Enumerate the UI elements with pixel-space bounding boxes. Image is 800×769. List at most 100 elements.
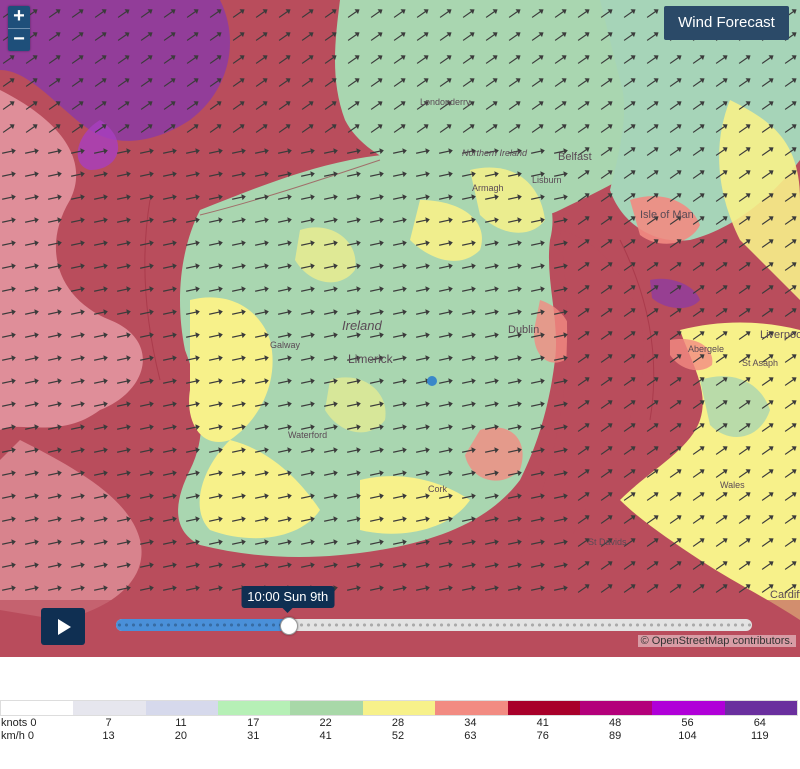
wind-arrow xyxy=(462,263,476,270)
wind-arrow xyxy=(71,286,85,293)
wind-arrow xyxy=(186,562,200,569)
timeline-slider[interactable] xyxy=(116,619,752,631)
wind-arrow xyxy=(646,262,659,271)
wind-arrow xyxy=(140,424,154,431)
wind-arrow xyxy=(600,239,613,248)
wind-arrow xyxy=(715,262,728,271)
wind-arrow xyxy=(186,124,199,133)
wind-arrow xyxy=(370,78,383,87)
zoom-in-button[interactable]: + xyxy=(8,6,30,28)
wind-arrow xyxy=(94,263,108,270)
wind-arrow xyxy=(255,217,269,224)
wind-arrow xyxy=(370,148,384,155)
wind-arrow xyxy=(324,378,338,385)
timeline-handle[interactable] xyxy=(279,617,298,635)
wind-arrow xyxy=(646,285,659,294)
map-attribution[interactable]: © OpenStreetMap contributors. xyxy=(637,635,796,647)
wind-arrow xyxy=(163,78,176,87)
wind-arrow xyxy=(485,539,499,546)
wind-arrow xyxy=(232,171,246,178)
wind-arrow xyxy=(117,355,131,362)
place-label: Galway xyxy=(270,340,301,350)
play-button[interactable] xyxy=(41,608,85,645)
wind-arrow xyxy=(48,32,61,41)
wind-arrow xyxy=(531,493,545,500)
wind-arrow xyxy=(94,470,108,477)
wind-arrow xyxy=(439,171,453,178)
wind-arrow xyxy=(25,148,39,155)
wind-arrow xyxy=(209,194,223,201)
wind-arrow xyxy=(784,216,797,225)
wind-arrow xyxy=(25,401,39,408)
wind-arrow xyxy=(508,32,521,41)
wind-arrow xyxy=(301,332,315,339)
wind-arrow xyxy=(2,55,15,64)
wind-arrow xyxy=(531,562,545,569)
wind-arrow xyxy=(186,55,199,64)
wind-arrow xyxy=(48,447,62,454)
wind-arrow xyxy=(669,124,682,133)
wind-arrow xyxy=(48,562,62,569)
wind-arrow xyxy=(600,101,613,110)
wind-arrow xyxy=(554,562,568,569)
wind-arrow xyxy=(71,378,85,385)
wind-arrow xyxy=(301,148,315,155)
wind-arrow xyxy=(669,469,682,478)
wind-arrow xyxy=(255,124,268,133)
wind-arrow xyxy=(554,286,568,293)
zoom-out-button[interactable]: − xyxy=(8,28,30,51)
wind-arrow xyxy=(301,355,315,362)
wind-arrow xyxy=(393,447,407,454)
wind-arrow xyxy=(94,539,108,546)
wind-arrow xyxy=(738,423,751,432)
wind-arrow xyxy=(508,470,522,477)
wind-arrow xyxy=(600,9,613,18)
wind-arrow xyxy=(255,309,269,316)
wind-arrow xyxy=(232,332,246,339)
wind-arrow xyxy=(117,32,130,41)
wind-arrow xyxy=(140,493,154,500)
wind-arrow xyxy=(301,124,314,133)
wind-arrow xyxy=(301,493,315,500)
wind-arrow xyxy=(416,562,430,569)
wind-arrow xyxy=(784,584,797,593)
wind-arrow xyxy=(48,101,61,110)
wind-forecast-button[interactable]: Wind Forecast xyxy=(664,6,789,40)
wind-arrow xyxy=(71,148,85,155)
wind-arrow xyxy=(508,562,522,569)
wind-arrow xyxy=(209,585,223,592)
legend-knots-unit: knots 0 xyxy=(1,717,37,729)
wind-arrow xyxy=(669,331,682,340)
wind-arrow xyxy=(209,378,223,385)
legend-swatch xyxy=(435,701,508,715)
wind-arrow xyxy=(94,55,107,64)
wind-arrow xyxy=(462,355,476,362)
wind-arrow xyxy=(393,493,407,500)
wind-arrow xyxy=(646,239,659,248)
wind-arrow xyxy=(715,538,728,547)
wind-arrow xyxy=(761,193,774,202)
wind-arrow xyxy=(48,9,61,18)
wind-arrow xyxy=(577,423,590,432)
wind-arrow xyxy=(416,9,429,18)
wind-arrow xyxy=(715,308,728,317)
wind-arrow xyxy=(94,378,108,385)
legend-kmh-row: km/h 0 13 20 31 41 52 63 76 89 104 119 xyxy=(0,730,796,744)
wind-arrow xyxy=(600,216,613,225)
wind-arrow xyxy=(623,446,636,455)
wind-arrow xyxy=(163,101,176,110)
wind-arrow xyxy=(140,332,154,339)
wind-arrow xyxy=(577,515,590,524)
wind-map[interactable]: Londonderry Northern Ireland Belfast Armagh… xyxy=(0,0,800,657)
wind-arrow xyxy=(347,309,361,316)
timeline-progress xyxy=(116,619,288,631)
wind-arrow xyxy=(71,171,85,178)
wind-arrow xyxy=(186,171,200,178)
wind-arrow xyxy=(439,55,452,64)
wind-arrow xyxy=(623,55,636,64)
wind-arrow xyxy=(439,194,453,201)
wind-arrow xyxy=(646,492,659,501)
wind-arrow xyxy=(370,55,383,64)
wind-arrow xyxy=(278,493,292,500)
wind-arrow xyxy=(416,355,430,362)
